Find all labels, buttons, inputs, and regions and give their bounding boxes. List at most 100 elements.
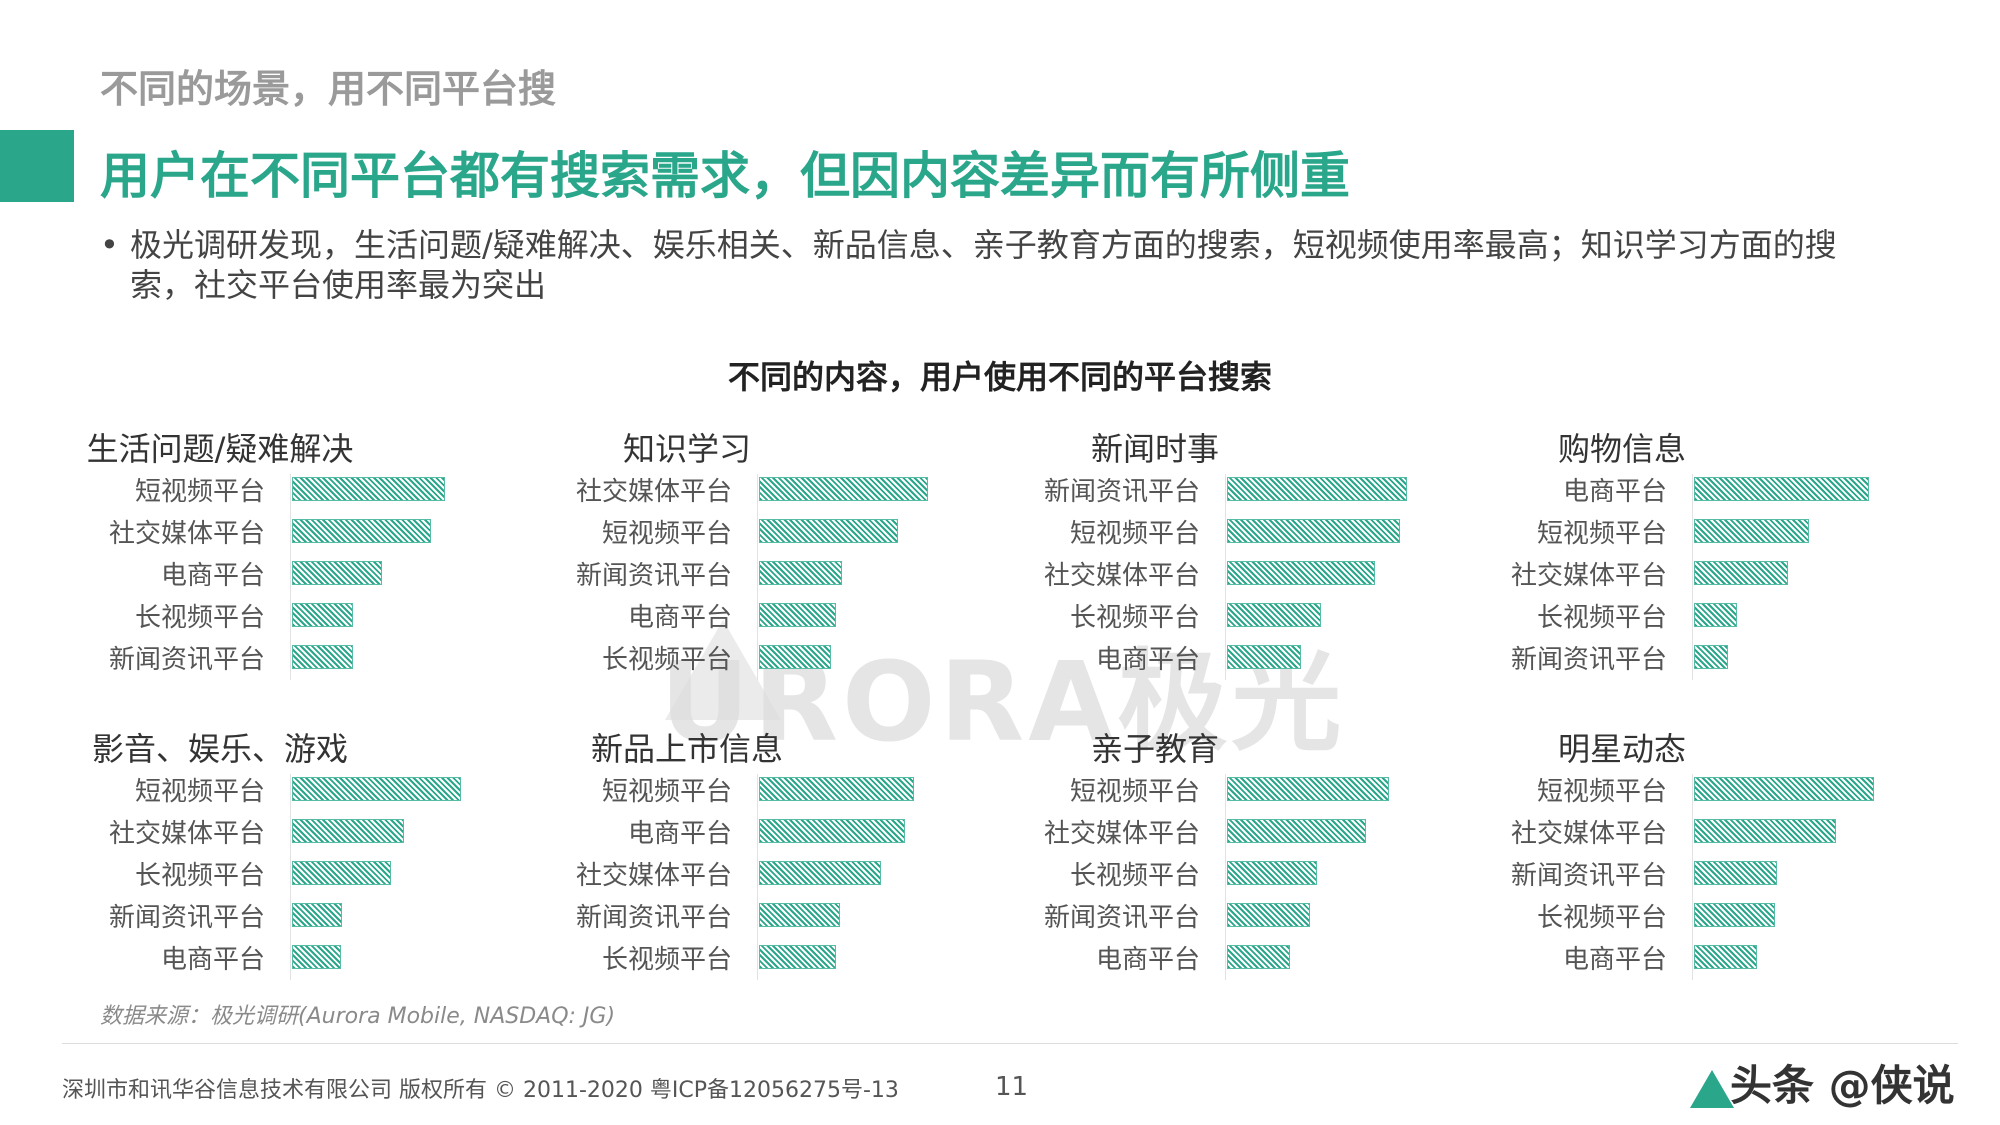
category-label: 短视频平台 (1536, 519, 1667, 549)
chart-title: 不同的内容，用户使用不同的平台搜索 (727, 358, 1272, 396)
chart-panel: 生活问题/疑难解决 短视频平台 社交媒体平台 电商平台 长视频平台 新闻资讯平台 (0, 424, 480, 694)
bar-row: 短视频平台 (935, 766, 1415, 808)
bar (292, 777, 461, 801)
bar (1227, 519, 1400, 543)
panel-axis-line (1692, 474, 1693, 680)
category-label: 长视频平台 (1069, 861, 1200, 891)
bar-row: 电商平台 (935, 634, 1415, 676)
bar-row: 短视频平台 (467, 766, 947, 808)
bar (759, 861, 881, 885)
category-label: 电商平台 (1095, 645, 1200, 675)
category-label: 电商平台 (1562, 477, 1667, 507)
bar-row: 长视频平台 (0, 592, 480, 634)
bar (1227, 645, 1301, 669)
panel-axis-line (290, 474, 291, 680)
bar-row: 长视频平台 (1402, 592, 1882, 634)
category-label: 短视频平台 (601, 519, 732, 549)
bar (1227, 819, 1366, 843)
bar-row: 长视频平台 (935, 592, 1415, 634)
bar-row: 电商平台 (0, 934, 480, 976)
bar-row: 电商平台 (467, 592, 947, 634)
category-label: 长视频平台 (134, 603, 265, 633)
category-label: 社交媒体平台 (1510, 561, 1667, 591)
category-label: 短视频平台 (601, 777, 732, 807)
category-label: 短视频平台 (134, 777, 265, 807)
bar-row: 长视频平台 (467, 934, 947, 976)
category-label: 社交媒体平台 (1043, 561, 1200, 591)
bar (292, 819, 404, 843)
bar-row: 电商平台 (1402, 934, 1882, 976)
bar (292, 477, 445, 501)
bar (1694, 819, 1836, 843)
bar (1227, 903, 1310, 927)
bar (759, 777, 914, 801)
bar-row: 电商平台 (935, 934, 1415, 976)
bar (1227, 603, 1321, 627)
bar (759, 603, 836, 627)
bar (759, 519, 898, 543)
bar (1694, 777, 1874, 801)
bullet-text: 极光调研发现，生活问题/疑难解决、娱乐相关、新品信息、亲子教育方面的搜索，短视频… (130, 226, 1837, 304)
bar-row: 新闻资讯平台 (0, 634, 480, 676)
category-label: 短视频平台 (1536, 777, 1667, 807)
bar-row: 短视频平台 (0, 466, 480, 508)
bar (292, 861, 391, 885)
bar (292, 561, 382, 585)
category-label: 电商平台 (627, 819, 732, 849)
category-label: 长视频平台 (1536, 903, 1667, 933)
chart-panel: 影音、娱乐、游戏 短视频平台 社交媒体平台 长视频平台 新闻资讯平台 电商平台 (0, 724, 480, 994)
panel-title: 新闻时事 (1090, 430, 1219, 468)
bar-row: 新闻资讯平台 (935, 892, 1415, 934)
category-label: 新闻资讯平台 (1043, 477, 1200, 507)
panel-axis-line (757, 774, 758, 980)
bar-row: 社交媒体平台 (0, 808, 480, 850)
footer-divider (62, 1043, 1958, 1044)
category-label: 电商平台 (160, 561, 265, 591)
bar (759, 477, 928, 501)
bar-row: 社交媒体平台 (0, 508, 480, 550)
category-label: 社交媒体平台 (108, 819, 265, 849)
bar-row: 新闻资讯平台 (935, 466, 1415, 508)
panel-title: 新品上市信息 (590, 730, 783, 768)
category-label: 短视频平台 (134, 477, 265, 507)
chart-panel: 明星动态 短视频平台 社交媒体平台 新闻资讯平台 长视频平台 电商平台 (1402, 724, 1882, 994)
bar-row: 短视频平台 (0, 766, 480, 808)
category-label: 新闻资讯平台 (575, 903, 732, 933)
category-label: 社交媒体平台 (1510, 819, 1667, 849)
panel-rows: 短视频平台社交媒体平台 新闻资讯平台长视频平台 电商平台 (1402, 766, 1882, 976)
bullet-dot: • (100, 226, 119, 264)
category-label: 长视频平台 (134, 861, 265, 891)
headline-accent-block (0, 130, 74, 202)
panel-title: 知识学习 (622, 430, 751, 468)
panel-title: 亲子教育 (1090, 730, 1219, 768)
bar-row: 短视频平台 (467, 508, 947, 550)
bar (1227, 561, 1375, 585)
category-label: 社交媒体平台 (108, 519, 265, 549)
bar (1227, 777, 1389, 801)
brand-overlay-text: 头条 @侠说 (1730, 1061, 1955, 1110)
bar (1694, 561, 1788, 585)
bar-row: 新闻资讯平台 (1402, 634, 1882, 676)
category-label: 新闻资讯平台 (1510, 861, 1667, 891)
bar (1694, 603, 1737, 627)
category-label: 社交媒体平台 (575, 477, 732, 507)
category-label: 长视频平台 (1069, 603, 1200, 633)
bar-row: 新闻资讯平台 (467, 550, 947, 592)
panel-axis-line (1692, 774, 1693, 980)
panel-axis-line (290, 774, 291, 980)
category-label: 社交媒体平台 (1043, 819, 1200, 849)
bar-row: 社交媒体平台 (1402, 808, 1882, 850)
chart-panel: 知识学习 社交媒体平台 短视频平台 新闻资讯平台 电商平台 长视频平台 (467, 424, 947, 694)
bar-row: 电商平台 (0, 550, 480, 592)
bar-row: 社交媒体平台 (467, 850, 947, 892)
bar-row: 新闻资讯平台 (0, 892, 480, 934)
chart-panel: 新闻时事 新闻资讯平台 短视频平台 社交媒体平台 长视频平台 电商平台 (935, 424, 1415, 694)
bar-row: 社交媒体平台 (1402, 550, 1882, 592)
brand-logo-icon (1690, 1070, 1734, 1108)
panel-rows: 短视频平台社交媒体平台电商平台长视频平台 新闻资讯平台 (0, 466, 480, 676)
bar (759, 945, 836, 969)
bar (1694, 477, 1869, 501)
copyright-text: 深圳市和讯华谷信息技术有限公司 版权所有 © 2011-2020 粤ICP备12… (62, 1078, 899, 1103)
panel-axis-line (1225, 474, 1226, 680)
category-label: 长视频平台 (1536, 603, 1667, 633)
